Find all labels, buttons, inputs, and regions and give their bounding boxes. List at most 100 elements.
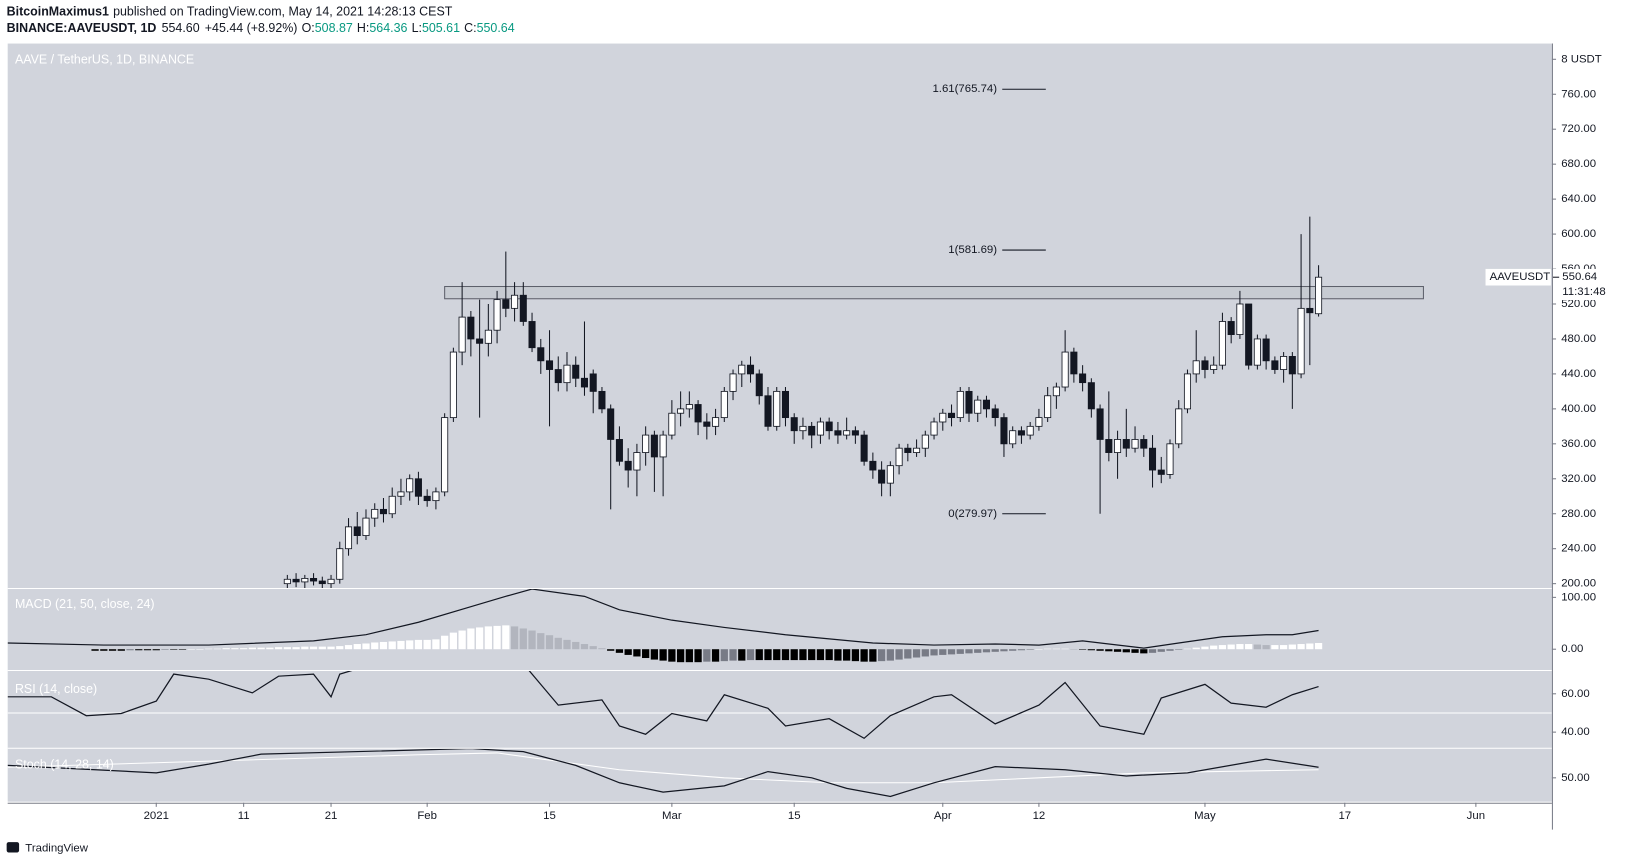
y-tick-label: 40.00: [1561, 726, 1590, 738]
macd-bar: [1218, 645, 1227, 650]
candle-body: [685, 404, 693, 410]
candle-body: [1306, 307, 1314, 314]
macd-bar: [1245, 644, 1253, 650]
candle-body: [344, 526, 353, 550]
candle-body: [1183, 373, 1192, 410]
candle-body: [773, 390, 781, 427]
change: +45.44 (+8.92%): [205, 21, 298, 35]
macd-bar: [895, 649, 903, 660]
candle-body: [310, 577, 318, 582]
candle-body: [1000, 417, 1008, 445]
candle-body: [668, 412, 676, 436]
candle-body: [843, 430, 851, 436]
macd-line: [7, 589, 1319, 649]
candle-body: [650, 434, 658, 458]
macd-bar: [746, 649, 755, 661]
y-tick-label: 280.00: [1561, 508, 1596, 520]
macd-bar: [1078, 649, 1087, 650]
symbol-tag-text: AAVEUSDT: [1490, 271, 1551, 283]
macd-bar: [1131, 649, 1139, 653]
macd-bar: [1175, 649, 1183, 650]
candle-body: [528, 321, 536, 349]
macd-bar: [982, 649, 991, 653]
macd-bar: [554, 637, 562, 650]
h-value: 564.36: [369, 21, 407, 35]
candle-body: [563, 364, 571, 384]
candle-body: [1148, 447, 1157, 471]
candle-body: [1017, 430, 1025, 436]
c-label: C:: [464, 21, 476, 35]
macd-bar: [257, 647, 265, 650]
macd-bar: [170, 649, 178, 650]
macd-bar: [135, 649, 143, 651]
macd-bar: [100, 649, 108, 651]
macd-bar: [1061, 648, 1069, 650]
macd-bar: [877, 649, 886, 662]
candle-body: [572, 364, 580, 379]
y-tick-label: 60.00: [1561, 688, 1590, 700]
price: 554.60: [162, 21, 200, 35]
candle-body: [1157, 469, 1165, 475]
x-tick-label: Mar: [662, 810, 682, 822]
candle-body: [1192, 360, 1200, 375]
candle-body: [362, 517, 370, 537]
macd-bar: [484, 626, 492, 650]
candle-body: [1210, 364, 1218, 370]
candle-body: [1280, 356, 1288, 370]
candle-body: [851, 430, 859, 436]
candle-body: [589, 373, 597, 392]
y-tick-label: 400.00: [1561, 403, 1596, 415]
macd-bar: [1192, 647, 1200, 650]
macd-bar: [904, 649, 912, 659]
candle-body: [1044, 395, 1052, 419]
macd-bar: [1306, 643, 1314, 650]
y-tick-label: 0.00: [1561, 643, 1583, 655]
macd-bar: [764, 649, 772, 661]
candle-body: [808, 425, 816, 436]
macd-bar: [274, 647, 283, 650]
candle-body: [1096, 408, 1104, 440]
candle-body: [991, 408, 999, 419]
candle-body: [659, 434, 667, 458]
macd-bar: [108, 649, 117, 651]
candle-body: [965, 390, 973, 414]
macd-bar: [930, 649, 938, 656]
candle-body: [519, 294, 527, 322]
macd-bar: [283, 647, 291, 650]
candle-body: [580, 377, 589, 388]
candle-body: [816, 421, 824, 436]
y-tick-label: 600.00: [1561, 228, 1596, 240]
macd-bar: [1210, 645, 1218, 650]
candle-body: [790, 417, 798, 432]
candle-body: [397, 491, 405, 497]
resistance-zone: [444, 285, 1424, 300]
candle-body: [537, 347, 545, 362]
h-label: H:: [357, 21, 369, 35]
macd-bar: [921, 649, 929, 657]
macd-bar: [947, 649, 956, 655]
macd-bar: [825, 649, 833, 661]
macd-bar: [773, 649, 781, 661]
macd-bar: [1183, 648, 1192, 650]
macd-bar: [1052, 648, 1061, 650]
candle-body: [1236, 303, 1244, 335]
x-tick-label: 21: [325, 810, 338, 822]
macd-bar: [458, 630, 466, 650]
candle-body: [336, 548, 344, 580]
candle-body: [449, 351, 457, 419]
candle-body: [1218, 321, 1226, 366]
macd-bar: [318, 646, 326, 650]
macd-bar: [1009, 649, 1017, 651]
macd-bar: [222, 648, 230, 650]
candle-body: [388, 495, 396, 515]
pane-title: AAVE / TetherUS, 1D, BINANCE: [15, 52, 194, 66]
candle-body: [414, 478, 422, 497]
candle-body: [441, 417, 449, 493]
candle-body: [1227, 321, 1235, 335]
candle-body: [642, 434, 650, 453]
macd-bar: [528, 630, 536, 650]
candle-body: [1288, 356, 1296, 375]
macd-bar: [1288, 644, 1296, 650]
macd-bar: [939, 649, 947, 655]
candle-body: [860, 434, 868, 462]
